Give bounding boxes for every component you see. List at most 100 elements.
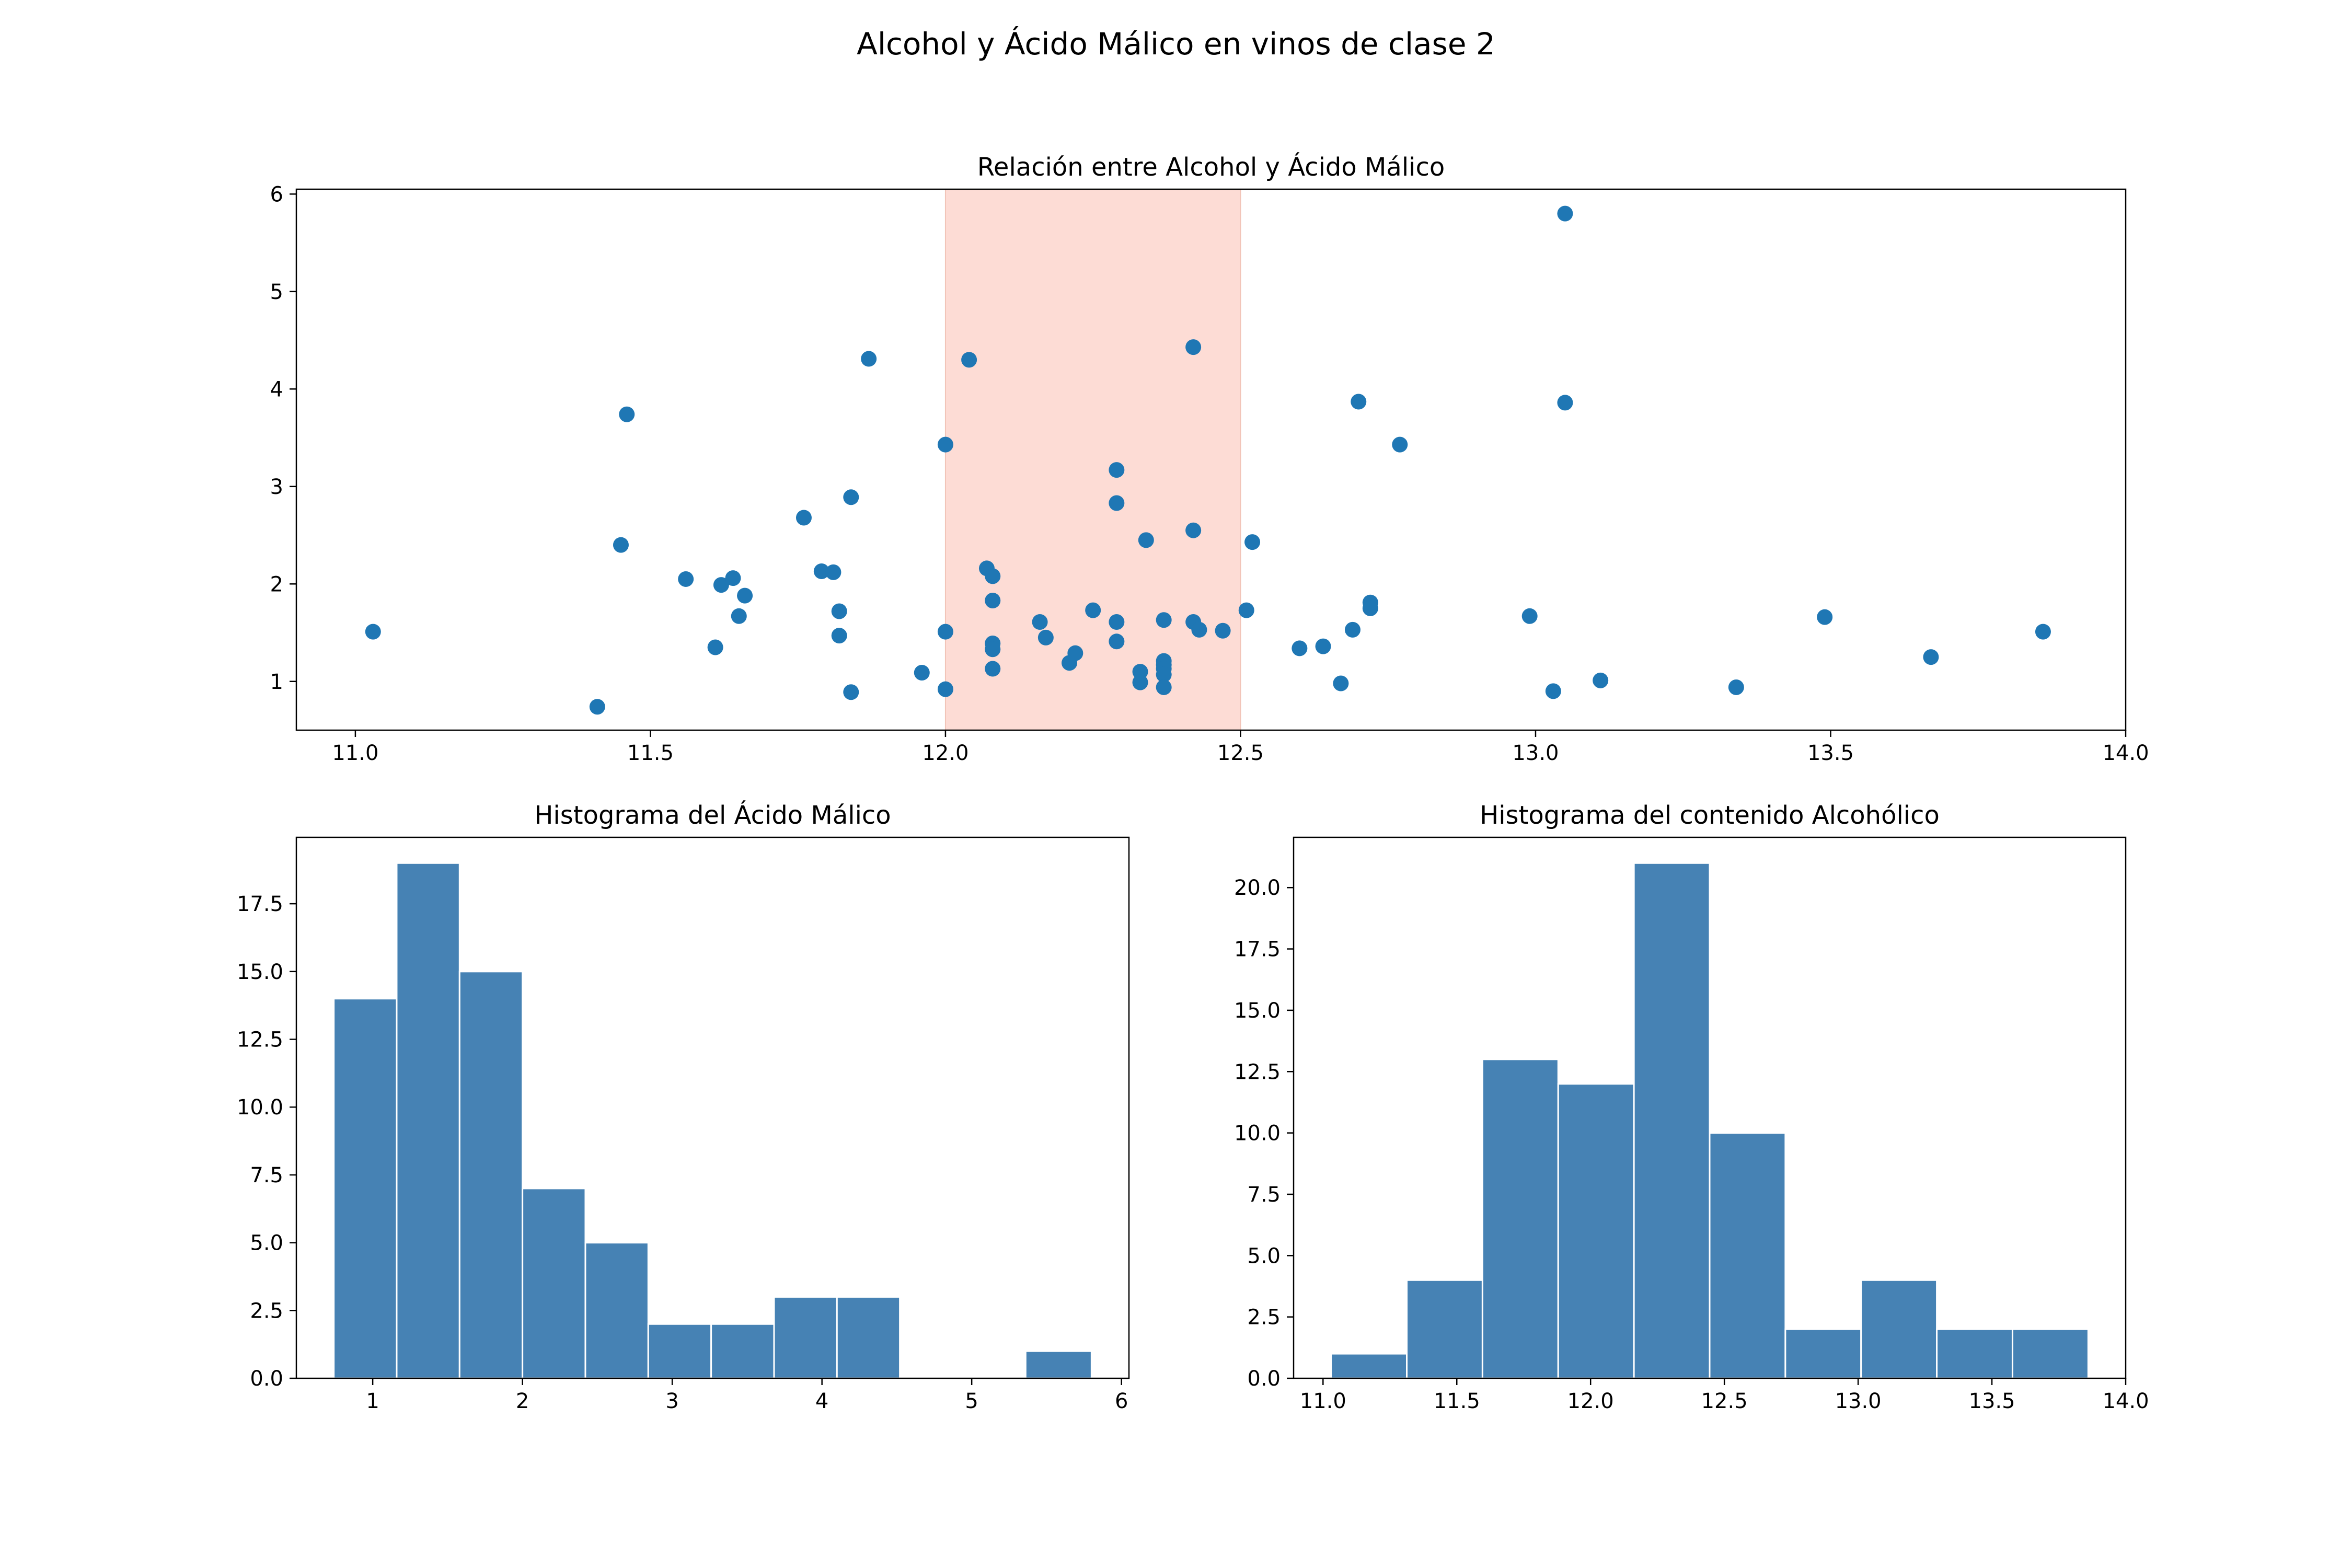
x-tick-label: 12.5 <box>1701 1389 1748 1413</box>
scatter-point <box>843 489 859 505</box>
scatter-point <box>1817 609 1833 625</box>
scatter-point <box>985 661 1001 677</box>
scatter-point <box>1315 638 1331 654</box>
scatter-point <box>725 570 741 586</box>
x-tick-label: 11.0 <box>1300 1389 1346 1413</box>
scatter-point <box>985 641 1001 658</box>
scatter-point <box>1156 612 1172 628</box>
scatter-point <box>937 436 953 453</box>
x-tick-label: 14.0 <box>2102 1389 2149 1413</box>
scatter-point <box>1032 614 1048 630</box>
subplot-title: Relación entre Alcohol y Ácido Málico <box>977 152 1445 182</box>
scatter-point <box>1132 664 1148 680</box>
y-tick-label: 15.0 <box>237 960 283 984</box>
scatter-point <box>1362 600 1378 616</box>
scatter-point <box>985 592 1001 608</box>
scatter-point <box>589 699 605 715</box>
histogram-bar <box>1330 1353 1408 1379</box>
scatter-point <box>1333 675 1349 691</box>
x-tick-label: 4 <box>815 1389 828 1413</box>
x-tick-label: 5 <box>965 1389 978 1413</box>
y-tick-label: 4 <box>270 377 283 401</box>
figure-title: Alcohol y Ácido Málico en vinos de clase… <box>857 26 1495 62</box>
axes-frame <box>295 188 2127 731</box>
scatter-point <box>795 510 812 526</box>
scatter-point <box>1185 339 1202 355</box>
y-tick-label: 17.5 <box>1234 938 1281 962</box>
histogram-bar <box>1557 1083 1635 1379</box>
x-tick-label: 3 <box>665 1389 678 1413</box>
x-tick-label: 12.0 <box>1567 1389 1614 1413</box>
scatter-point <box>1156 666 1172 683</box>
scatter-point <box>1344 621 1361 638</box>
scatter-point <box>1109 614 1125 630</box>
y-tick-label: 12.5 <box>1234 1060 1281 1084</box>
x-tick-label: 2 <box>516 1389 529 1413</box>
axes-frame <box>295 836 1130 1379</box>
histogram-bar <box>1860 1279 1938 1379</box>
scatter-point <box>825 564 841 580</box>
scatter-point <box>1545 683 1561 699</box>
y-tick-label: 7.5 <box>1247 1183 1281 1207</box>
scatter-point <box>619 406 635 422</box>
y-tick-label: 0.0 <box>250 1367 283 1391</box>
scatter-point <box>731 608 747 624</box>
scatter-point <box>707 639 723 655</box>
scatter-point <box>2035 624 2051 640</box>
scatter-point <box>1067 645 1083 661</box>
scatter-point <box>1138 532 1154 548</box>
scatter-point <box>861 351 877 367</box>
y-tick-label: 2 <box>270 572 283 596</box>
scatter-point <box>1109 462 1125 478</box>
scatter-point <box>1557 205 1573 222</box>
scatter-point <box>1185 522 1202 538</box>
y-tick-label: 5 <box>270 280 283 304</box>
scatter-point <box>1156 679 1172 695</box>
scatter-point <box>1292 640 1308 656</box>
x-tick-label: 1 <box>366 1389 379 1413</box>
y-tick-label: 6 <box>270 182 283 206</box>
histogram-bar <box>710 1323 775 1379</box>
y-tick-label: 2.5 <box>250 1299 283 1323</box>
x-tick-label: 14.0 <box>2102 741 2149 765</box>
histogram-bar <box>773 1296 838 1379</box>
scatter-point <box>737 587 753 604</box>
scatter-point <box>961 352 977 368</box>
scatter-point <box>831 603 847 619</box>
histogram-bar <box>522 1187 586 1379</box>
axes-frame <box>1293 836 2127 1379</box>
y-tick-label: 0.0 <box>1247 1367 1281 1391</box>
x-tick-label: 13.5 <box>1807 741 1854 765</box>
scatter-point <box>1593 672 1609 688</box>
y-tick-label: 7.5 <box>250 1163 283 1187</box>
scatter-point <box>843 684 859 700</box>
scatter-point <box>914 664 930 681</box>
scatter-panel: 11.0 11.5 12.0 12.5 13.0 13.5 14.0 1 2 3 4 5 6 Relaci… <box>270 152 2149 765</box>
scatter-point <box>937 681 953 697</box>
histogram-bar <box>647 1323 712 1379</box>
y-tick-label: 1 <box>270 670 283 694</box>
x-tick-label: 12.5 <box>1217 741 1264 765</box>
scatter-point <box>1521 608 1538 624</box>
x-tick-label: 11.0 <box>332 741 378 765</box>
histogram-bar <box>333 998 398 1379</box>
y-tick-label: 2.5 <box>1247 1306 1281 1330</box>
malic-acid-histogram-panel: 1 2 3 4 5 6 0.0 2.5 5.0 7.5 10.0 12.5 15.0 17.5 Histog… <box>237 800 1130 1413</box>
scatter-point <box>713 577 729 593</box>
scatter-point <box>1215 622 1231 639</box>
histogram-bar <box>396 862 460 1379</box>
histogram-bar <box>458 971 524 1379</box>
x-tick-label: 13.0 <box>1835 1389 1882 1413</box>
scatter-point <box>1351 394 1367 410</box>
y-tick-label: 10.0 <box>237 1096 283 1120</box>
scatter-point <box>1085 602 1101 618</box>
scatter-point <box>1037 629 1054 645</box>
histogram-bar <box>1024 1350 1092 1379</box>
histogram-bar <box>1936 1328 2013 1379</box>
y-tick-label: 5.0 <box>1247 1244 1281 1268</box>
x-tick-label: 11.5 <box>627 741 674 765</box>
scatter-point <box>1923 649 1939 665</box>
histogram-bar <box>1709 1132 1786 1379</box>
histogram-bar <box>1784 1328 1862 1379</box>
